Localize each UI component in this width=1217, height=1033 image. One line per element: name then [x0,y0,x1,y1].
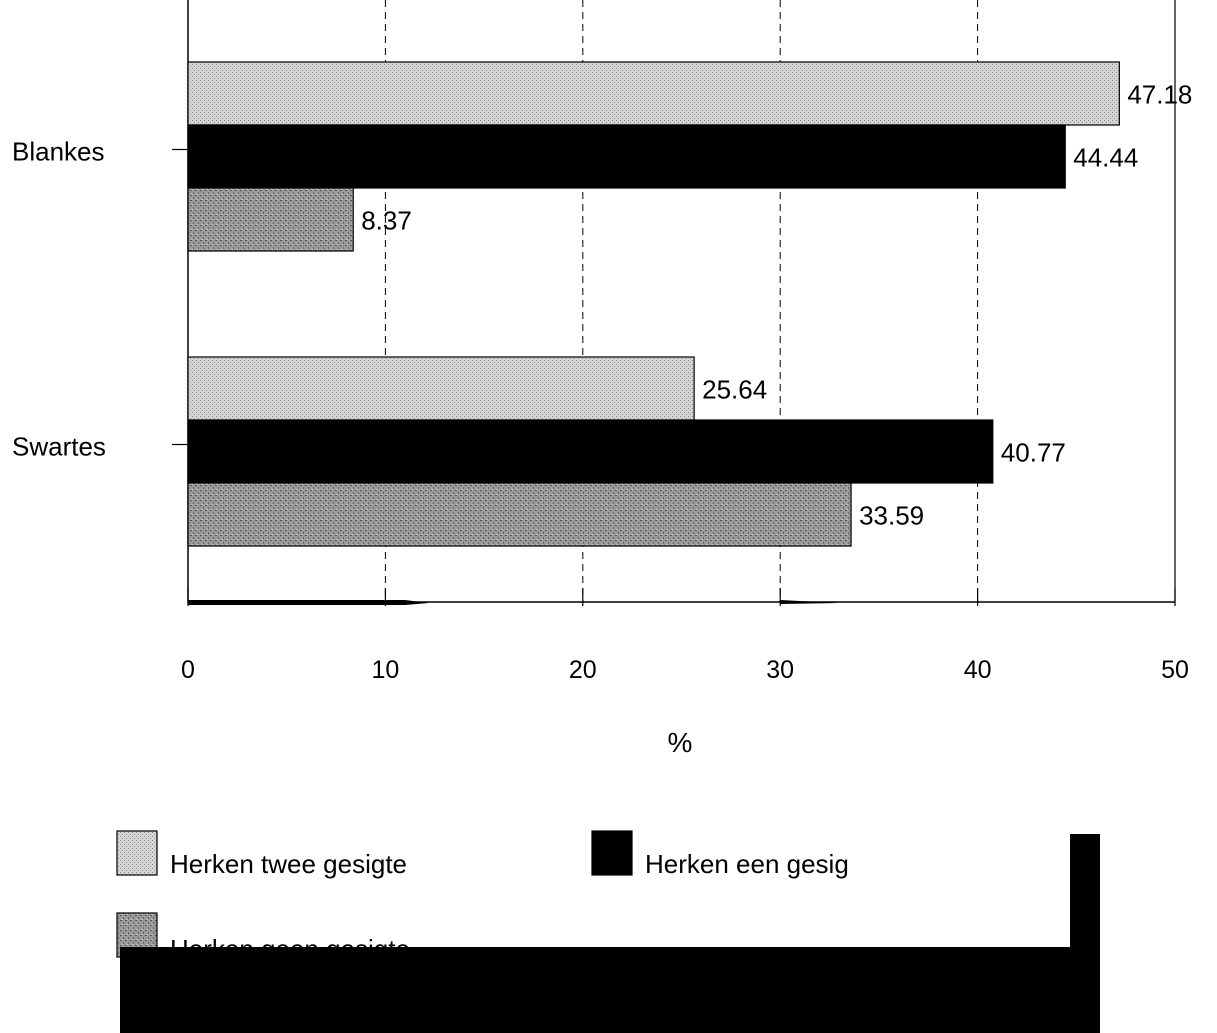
x-tick-labels: 0 10 20 30 40 50 [181,656,1189,684]
x-tick-label: 40 [964,656,992,684]
legend-label: Herken twee gesigte [170,849,407,879]
bars [187,61,1120,547]
bar [187,187,354,252]
bar [187,61,1120,126]
category-label: Blankes [12,137,105,167]
x-axis-thick-segment [780,600,840,604]
x-axis-label: % [668,727,693,758]
x-tick-label: 10 [371,656,399,684]
x-tick-label: 30 [766,656,794,684]
bar [187,482,852,547]
bar-value-label: 44.44 [1073,143,1138,173]
legend-label: Herken een gesig [645,849,849,879]
legend-swatch [116,830,158,876]
category-labels: Blankes Swartes [12,137,188,462]
bar [187,124,1066,189]
decorative-border-bottom [120,947,1100,1033]
x-tick-label: 50 [1161,656,1189,684]
bar [187,356,695,421]
x-axis-thick-segment [188,600,429,605]
value-labels: 47.18 44.44 8.37 25.64 40.77 33.59 [361,80,1192,531]
bar-value-label: 47.18 [1127,80,1192,110]
x-tick-label: 20 [569,656,597,684]
decorative-border-right [1070,834,1100,1033]
bar-value-label: 25.64 [702,375,767,405]
bar-value-label: 40.77 [1001,438,1066,468]
category-label: Swartes [12,432,106,462]
legend-swatch [591,830,633,876]
bar [187,419,994,484]
bar-value-label: 33.59 [859,501,924,531]
x-tick-label: 0 [181,656,195,684]
bar-value-label: 8.37 [361,206,412,236]
